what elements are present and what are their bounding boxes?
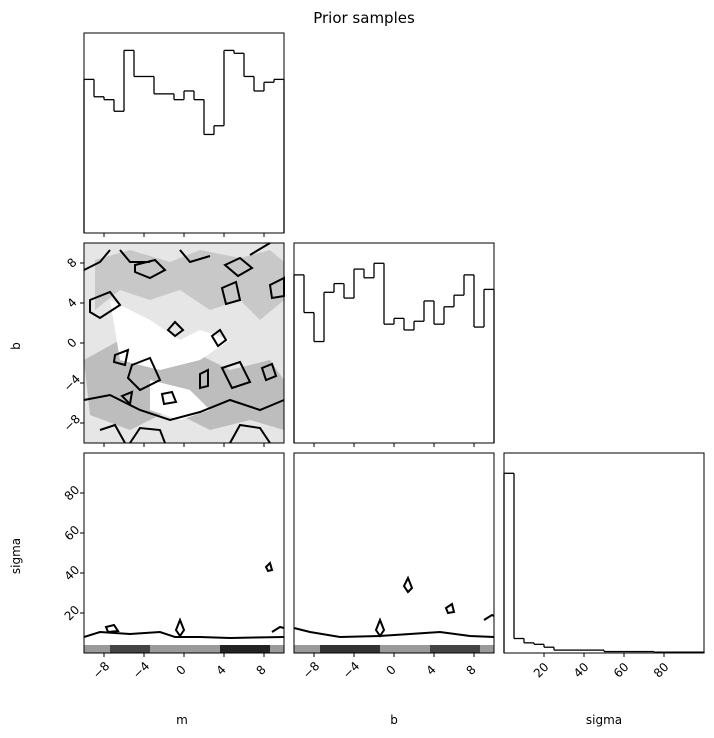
histogram-step	[83, 50, 285, 233]
x-tick-label: 8	[464, 663, 479, 678]
y-tick-label: −8	[61, 412, 83, 434]
x-tick-label: 0	[384, 663, 399, 678]
x-tick-label: 0	[174, 663, 189, 678]
histogram-step	[503, 473, 705, 653]
x-tick-label: −8	[300, 659, 322, 681]
y-tick-label: 0	[64, 335, 79, 350]
x-tick-label: −4	[130, 659, 152, 681]
chart-title: Prior samples	[313, 9, 415, 27]
x-tick-label: 60	[611, 660, 632, 681]
y-tick-label: 4	[64, 295, 79, 310]
y-tick-label: 60	[62, 523, 83, 544]
x-tick-label: 4	[214, 663, 229, 678]
y-tick-label: 20	[62, 603, 83, 624]
y-tick-label: −4	[61, 372, 83, 394]
x-tick-label: −4	[340, 659, 362, 681]
panel-frame	[83, 452, 285, 654]
x-axis-label: b	[390, 713, 398, 727]
x-tick-label: 40	[571, 660, 592, 681]
panel-frame	[503, 452, 705, 654]
density-m-sigma	[83, 561, 285, 653]
x-tick-label: 80	[651, 660, 672, 681]
x-axis-label: sigma	[586, 713, 622, 727]
y-tick-label: 40	[62, 563, 83, 584]
x-tick-label: 4	[424, 663, 439, 678]
panel-frame	[293, 242, 495, 444]
x-tick-label: 8	[254, 663, 269, 678]
density-b-sigma	[293, 575, 495, 653]
histogram-step	[293, 263, 495, 443]
x-axis-label: m	[176, 713, 188, 727]
density-m-b	[83, 242, 285, 444]
y-axis-label: b	[9, 342, 23, 350]
panel-frame	[83, 32, 285, 234]
y-tick-label: 8	[64, 255, 79, 270]
y-tick-label: 80	[62, 483, 83, 504]
x-tick-label: −8	[90, 659, 112, 681]
panel-frame	[293, 452, 495, 654]
y-axis-label: sigma	[9, 538, 23, 574]
x-tick-label: 20	[531, 660, 552, 681]
